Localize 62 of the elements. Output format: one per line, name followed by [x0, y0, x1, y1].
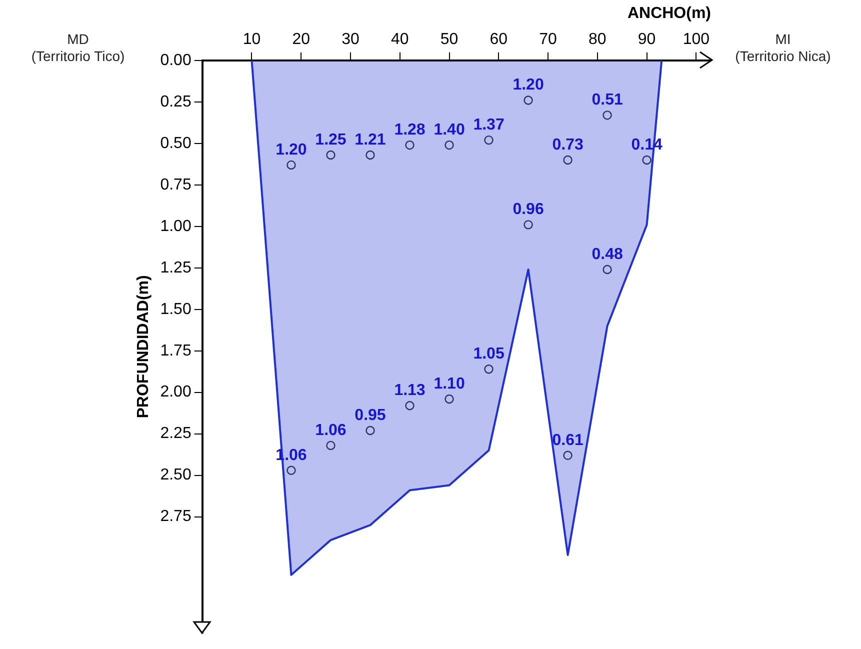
x-tick-label: 100 [682, 31, 710, 48]
y-tick-label: 1.75 [160, 342, 192, 360]
point [366, 426, 375, 436]
x-tick-label: 20 [292, 31, 310, 48]
annotation: 1.37 [473, 116, 504, 134]
annotation: 0.96 [512, 201, 544, 218]
annotation: 1.40 [434, 121, 465, 138]
y-axis-title: PROFUNDIDAD(m) [135, 275, 152, 418]
x-axis-title: ANCHO(m) [627, 5, 711, 22]
point [563, 450, 572, 460]
annotation: 1.13 [394, 382, 426, 400]
x-tick-label: 50 [440, 31, 458, 48]
point [444, 394, 454, 404]
point [602, 264, 612, 274]
point [444, 140, 454, 150]
y-tick-label: 2.75 [160, 508, 192, 526]
x-tick-label: 10 [242, 31, 261, 48]
annotation: 0.51 [592, 92, 623, 109]
point [524, 220, 533, 230]
y-tick-label: 0.00 [160, 52, 192, 69]
point [405, 140, 414, 150]
annotation: 0.73 [552, 136, 584, 154]
annotation: 1.06 [315, 422, 346, 439]
x-tick-label: 60 [490, 31, 508, 48]
point [642, 155, 652, 165]
annotation: 1.28 [394, 121, 426, 138]
y-tick-label: 2.00 [160, 384, 192, 401]
point [524, 96, 533, 105]
y-tick-label: 2.25 [160, 425, 192, 442]
x-tick-label: 90 [638, 31, 656, 48]
annotation: 1.21 [354, 131, 386, 148]
point [405, 401, 414, 410]
x-tick-label: 30 [342, 31, 360, 48]
y-tick-label: 1.00 [160, 218, 192, 235]
y-tick-label: 0.25 [160, 93, 192, 110]
point [326, 440, 336, 450]
x-tick-label: 40 [390, 31, 409, 48]
point [286, 160, 296, 170]
y-tick-label: 1.25 [160, 259, 192, 276]
point [602, 110, 612, 120]
y-tick-label: 0.75 [160, 176, 192, 194]
y-tick-label: 1.50 [160, 300, 192, 318]
x-tick-label: 80 [588, 31, 606, 48]
annotation: 1.25 [315, 131, 346, 148]
point [484, 364, 494, 374]
point [286, 466, 296, 475]
y-tick-label: 2.50 [160, 466, 192, 484]
annotation: 1.05 [473, 346, 504, 363]
annotation: 1.10 [434, 375, 465, 392]
text: MI (Territorio Nica) [735, 30, 831, 64]
annotation: 1.20 [512, 76, 544, 94]
annotation: 0.95 [354, 406, 386, 424]
annotation: 0.48 [592, 246, 623, 263]
point [366, 150, 375, 160]
point [484, 135, 494, 145]
point [563, 155, 572, 165]
x-tick-label: 70 [539, 31, 558, 48]
annotation: 0.61 [552, 432, 584, 449]
annotation: 1.20 [276, 141, 307, 158]
point [326, 150, 336, 160]
text: MD (Territorio Tico) [31, 30, 125, 64]
y-tick-label: 0.50 [160, 134, 192, 152]
